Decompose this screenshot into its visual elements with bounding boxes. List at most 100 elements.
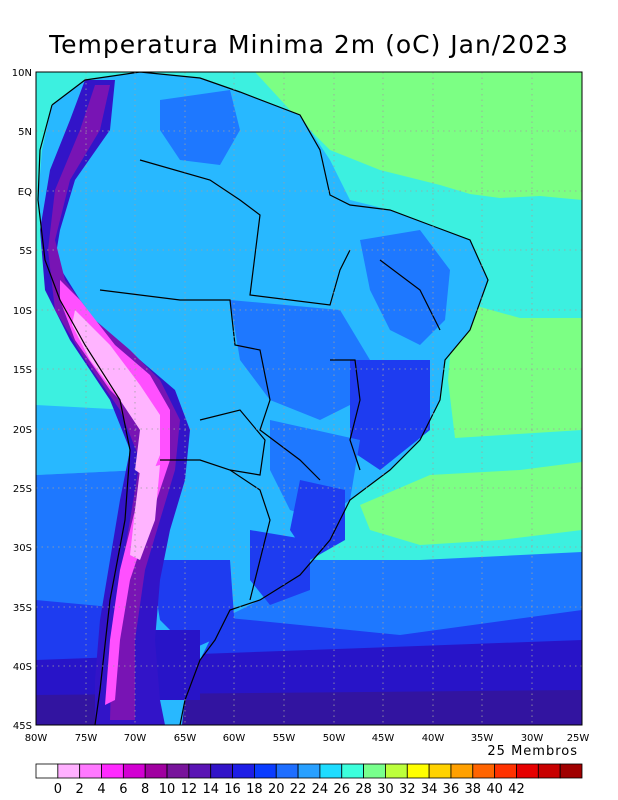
colorbar-label: 26 — [333, 782, 350, 797]
colorbar-swatch — [385, 763, 408, 779]
lat-label: 25S — [13, 484, 32, 495]
colorbar-swatch — [428, 763, 452, 779]
lat-label: 20S — [13, 425, 32, 436]
northeast-state-lines — [379, 259, 441, 331]
northeast-brazil — [360, 230, 450, 345]
colorbar: 0 2 4 6 8 10 12 14 16 18 20 22 24 26 28 30 32 34 36 38 40 42 — [35, 763, 583, 797]
latitude-labels: 10N 5N EQ 5S 10S 15S 20S 25S 30S 35S 40S… — [12, 68, 32, 732]
colorbar-swatch — [144, 763, 168, 779]
colorbar-swatch — [275, 763, 299, 779]
andes-magenta-band — [60, 280, 170, 705]
brazil-state-lines — [330, 359, 361, 471]
lat-label: 35S — [13, 603, 32, 614]
map-field — [36, 72, 582, 725]
colorbar-swatch — [253, 763, 277, 779]
lon-label: 65W — [174, 733, 197, 744]
colorbar-swatch — [559, 763, 583, 779]
colorbar-label: 42 — [508, 782, 525, 797]
colorbar-swatch — [406, 763, 430, 779]
central-brazil — [230, 300, 370, 420]
lon-label: 80W — [25, 733, 48, 744]
colorbar-swatch — [516, 763, 539, 779]
lon-label: 75W — [75, 733, 98, 744]
lon-label: 35W — [471, 733, 494, 744]
colorbar-swatch — [232, 763, 255, 779]
colorbar-swatch — [472, 763, 496, 779]
colorbar-label: 16 — [224, 782, 241, 797]
lat-label: 10S — [13, 306, 32, 317]
colorbar-label: 30 — [377, 782, 394, 797]
colorbar-label: 12 — [181, 782, 198, 797]
lon-label: 30W — [521, 733, 544, 744]
central-andes-pink — [130, 465, 160, 560]
colorbar-swatch — [297, 763, 321, 779]
colorbar-swatch — [363, 763, 386, 779]
colorbar-label: 20 — [268, 782, 285, 797]
lat-label: 5N — [18, 127, 32, 138]
colorbar-label: 22 — [290, 782, 307, 797]
colorbar-swatch — [101, 763, 124, 779]
lat-label: 30S — [13, 543, 32, 554]
colorbar-swatch — [57, 763, 81, 779]
colorbar-label: 10 — [159, 782, 176, 797]
colorbar-swatch — [210, 763, 233, 779]
colorbar-swatch — [122, 763, 146, 779]
colorbar-swatch — [188, 763, 212, 779]
patagonia-north — [150, 560, 235, 650]
colorbar-label: 34 — [421, 782, 438, 797]
colorbar-label: 40 — [486, 782, 503, 797]
lon-label: 70W — [124, 733, 147, 744]
bolivia-brazil-border — [99, 289, 321, 481]
atlantic-warm-zone-north — [255, 72, 582, 200]
colorbar-swatch — [166, 763, 190, 779]
colorbar-label: 36 — [443, 782, 460, 797]
lon-label: 50W — [323, 733, 346, 744]
colorbar-swatch — [537, 763, 561, 779]
colorbar-label: 24 — [312, 782, 329, 797]
members-label: 25 Membros — [487, 744, 578, 759]
colorbar-label: 8 — [141, 782, 149, 797]
colorbar-label: 32 — [399, 782, 416, 797]
map-title: Temperatura Minima 2m (oC) Jan/2023 — [49, 30, 569, 59]
lon-label: 40W — [422, 733, 445, 744]
lon-label: 45W — [372, 733, 395, 744]
colorbar-label: 0 — [54, 782, 62, 797]
colorbar-label: 18 — [246, 782, 263, 797]
colorbar-swatch — [319, 763, 343, 779]
lat-label: 15S — [13, 365, 32, 376]
colorbar-swatch — [79, 763, 102, 779]
lon-label: 60W — [223, 733, 246, 744]
lat-label: 10N — [12, 68, 32, 79]
colorbar-label: 14 — [202, 782, 219, 797]
paraguay-border — [199, 409, 266, 476]
southeast-brazil — [350, 360, 430, 470]
colorbar-swatch — [450, 763, 474, 779]
guiana-highlands — [160, 90, 240, 165]
colorbar-label: 6 — [119, 782, 127, 797]
lat-label: 45S — [13, 721, 32, 732]
pacific-light-blue — [36, 405, 140, 475]
colorbar-swatch — [341, 763, 365, 779]
brazil-north-border — [139, 159, 351, 306]
colorbar-label: 2 — [76, 782, 84, 797]
colorbar-label: 4 — [97, 782, 105, 797]
lat-label: 5S — [19, 246, 32, 257]
argentina-border — [160, 459, 271, 601]
longitude-labels: 80W 75W 70W 65W 60W 55W 50W 45W 40W 35W … — [25, 733, 590, 744]
lon-label: 25W — [567, 733, 590, 744]
map-frame — [35, 71, 583, 726]
colorbar-label: 38 — [465, 782, 482, 797]
atlantic-warm-zone-south — [360, 462, 582, 545]
lon-label: 55W — [273, 733, 296, 744]
lat-label: EQ — [18, 187, 32, 198]
altiplano-pink — [72, 310, 160, 480]
patagonia-south — [150, 630, 200, 700]
andes-purple-band — [48, 85, 180, 720]
colorbar-swatch — [494, 763, 517, 779]
colorbar-swatch — [35, 763, 59, 779]
colorbar-label: 28 — [355, 782, 372, 797]
lat-label: 40S — [13, 662, 32, 673]
west-coastline — [37, 104, 131, 725]
uruguay-region — [250, 530, 310, 605]
